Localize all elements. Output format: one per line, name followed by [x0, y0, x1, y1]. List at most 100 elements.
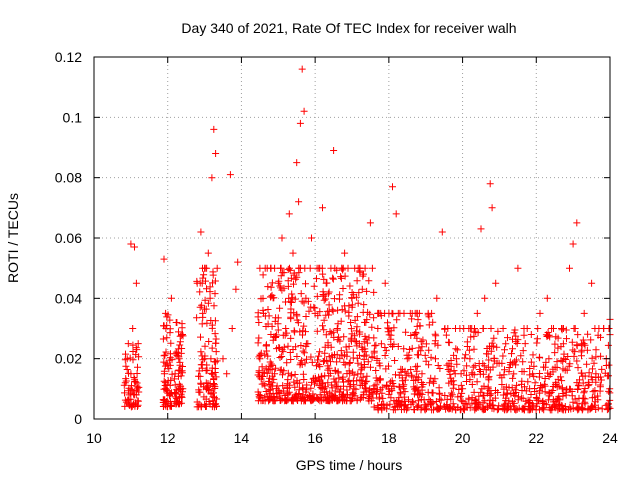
data-point [551, 340, 559, 348]
data-point [412, 387, 420, 395]
data-point [131, 243, 138, 251]
data-point [592, 370, 600, 378]
data-point [418, 370, 426, 378]
data-point [212, 348, 220, 356]
data-point [200, 393, 208, 401]
data-point [502, 340, 510, 348]
x-tick-label: 12 [160, 430, 176, 446]
data-point [519, 358, 527, 366]
data-point [362, 351, 370, 359]
data-point [547, 404, 555, 411]
data-point [474, 329, 482, 337]
data-point [573, 357, 581, 365]
data-point [340, 333, 348, 341]
x-tick-label: 20 [455, 430, 471, 446]
data-point [204, 299, 212, 307]
data-point [367, 363, 374, 371]
data-point [330, 147, 338, 154]
data-point [122, 350, 129, 358]
data-point [285, 388, 293, 396]
data-point [272, 314, 280, 322]
data-point [521, 340, 529, 348]
data-point [279, 371, 286, 379]
data-point [297, 290, 305, 298]
data-point [208, 344, 216, 352]
data-point [232, 285, 240, 293]
data-point [413, 403, 421, 411]
data-point [204, 249, 212, 257]
data-point [163, 334, 171, 342]
data-point [443, 361, 451, 369]
data-point [293, 377, 301, 385]
data-point [296, 361, 304, 369]
data-point [364, 395, 372, 403]
data-point [510, 329, 518, 337]
data-point [541, 363, 549, 371]
data-point [588, 376, 596, 384]
data-point [206, 283, 214, 291]
data-point [385, 325, 393, 333]
x-tick-label: 22 [528, 430, 544, 446]
data-point [289, 346, 297, 353]
data-point [134, 340, 142, 348]
data-point [193, 279, 201, 287]
data-point [410, 383, 418, 391]
x-axis-label: GPS time / hours [296, 457, 403, 473]
data-point [537, 382, 545, 389]
data-point [341, 249, 349, 257]
data-point [271, 397, 279, 404]
y-tick-label: 0.02 [55, 351, 82, 367]
data-point [451, 370, 459, 378]
data-point [409, 397, 416, 405]
data-point [412, 329, 420, 337]
data-point [265, 377, 273, 385]
data-point [588, 394, 596, 402]
data-point [280, 269, 288, 277]
data-point [383, 405, 391, 413]
data-point [388, 309, 396, 317]
data-point [319, 270, 327, 278]
data-point [434, 341, 442, 349]
data-point [559, 365, 567, 373]
data-point [438, 228, 446, 236]
data-point [320, 291, 328, 299]
data-point [336, 388, 344, 396]
data-point [305, 392, 313, 399]
data-point [325, 288, 333, 296]
data-point [517, 352, 525, 360]
data-point [197, 379, 205, 387]
data-point [295, 198, 303, 206]
data-point [389, 183, 396, 191]
data-point [533, 335, 541, 343]
data-point [387, 331, 395, 339]
data-point [581, 341, 589, 349]
data-point [519, 347, 527, 355]
data-point [125, 400, 133, 408]
data-point [485, 400, 493, 408]
data-point [412, 376, 420, 384]
data-point [472, 404, 480, 412]
data-point [312, 394, 320, 402]
data-point [359, 272, 367, 280]
data-point [396, 400, 404, 408]
data-point [381, 279, 389, 287]
data-point [348, 330, 356, 338]
data-point [129, 325, 137, 332]
data-point [327, 396, 335, 404]
data-point [377, 340, 385, 348]
data-point [206, 294, 214, 302]
data-point [434, 362, 442, 369]
data-point [211, 394, 218, 402]
data-point [384, 324, 392, 332]
data-point [346, 282, 354, 290]
data-point [219, 355, 227, 363]
data-point [500, 400, 508, 408]
data-point [331, 351, 338, 359]
data-point [175, 380, 183, 388]
data-point [383, 382, 391, 390]
data-point [124, 340, 132, 348]
data-point [323, 388, 331, 396]
data-point [554, 344, 562, 352]
data-point [293, 310, 301, 318]
